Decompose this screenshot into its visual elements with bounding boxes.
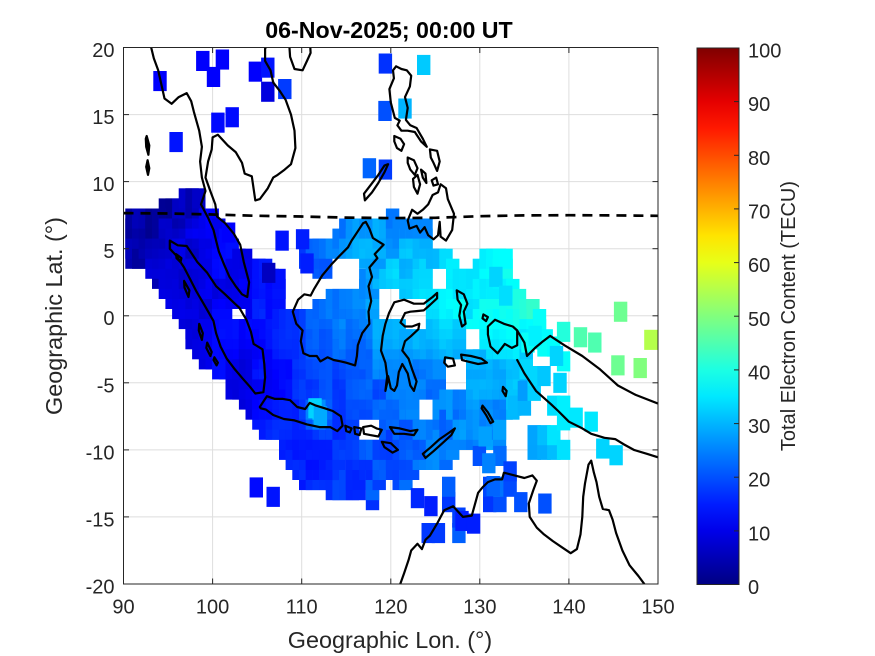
svg-text:Total Electron Content (TECU): Total Electron Content (TECU) [778,181,800,451]
svg-text:Geographic Lat. (°): Geographic Lat. (°) [41,217,67,415]
svg-text:100: 100 [196,597,229,619]
svg-text:110: 110 [286,597,318,619]
svg-text:-15: -15 [86,509,115,531]
svg-text:50: 50 [748,309,770,331]
svg-text:15: 15 [92,107,114,129]
svg-text:30: 30 [748,416,770,438]
svg-text:150: 150 [641,597,674,619]
svg-text:10: 10 [92,174,114,196]
svg-text:40: 40 [748,362,770,384]
svg-text:-10: -10 [86,442,115,464]
svg-text:100: 100 [748,41,781,63]
svg-text:80: 80 [748,148,770,170]
svg-text:0: 0 [748,577,759,599]
svg-text:10: 10 [748,523,770,545]
svg-text:20: 20 [748,470,770,492]
svg-text:20: 20 [92,40,114,62]
svg-text:-5: -5 [97,375,115,397]
svg-text:06-Nov-2025; 00:00 UT: 06-Nov-2025; 00:00 UT [265,17,512,43]
svg-text:0: 0 [103,308,114,330]
svg-text:140: 140 [552,597,585,619]
svg-text:-20: -20 [86,577,115,599]
svg-text:70: 70 [748,201,770,223]
svg-text:5: 5 [103,241,114,263]
svg-text:60: 60 [748,255,770,277]
svg-text:120: 120 [374,597,407,619]
svg-text:90: 90 [748,94,770,116]
svg-text:Geographic Lon. (°): Geographic Lon. (°) [288,627,492,653]
svg-text:130: 130 [463,597,496,619]
svg-text:90: 90 [112,597,134,619]
